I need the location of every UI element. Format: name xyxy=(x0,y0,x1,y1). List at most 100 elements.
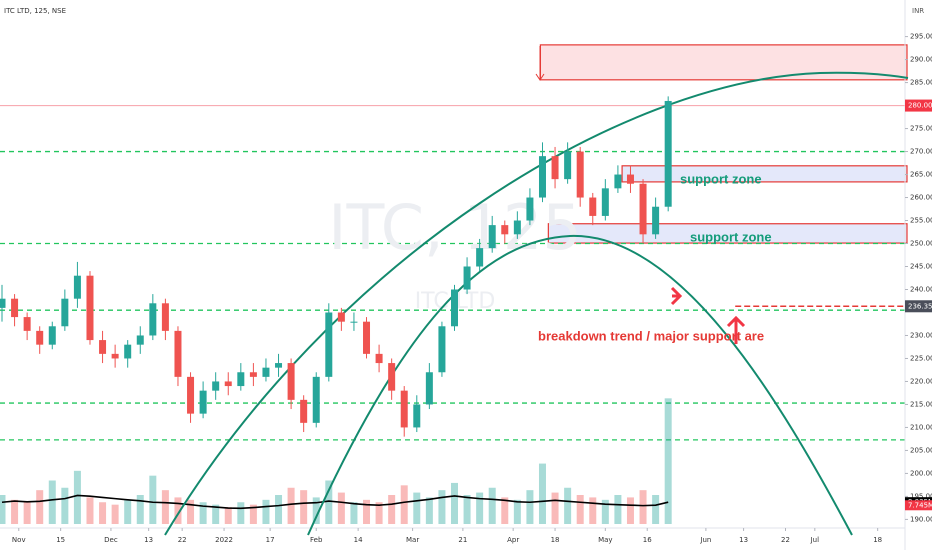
breakdown-label: breakdown trend / major support are xyxy=(538,328,764,343)
volume-bar xyxy=(639,490,647,524)
volume-bar xyxy=(325,480,333,524)
volume-bar xyxy=(425,497,433,524)
candle-body xyxy=(476,248,484,267)
breakdown-tag xyxy=(905,300,932,313)
candle-body xyxy=(488,225,496,249)
candle-body xyxy=(350,321,358,323)
candle-body xyxy=(312,376,320,423)
volume-bar xyxy=(161,490,169,524)
x-tick-label: Dec xyxy=(104,536,118,544)
candle-body xyxy=(639,183,647,235)
x-tick-label: Nov xyxy=(12,536,26,544)
volume-bar xyxy=(626,497,634,524)
x-tick-label: 17 xyxy=(266,536,275,544)
candle-body xyxy=(224,381,232,387)
x-tick-label: 14 xyxy=(354,536,363,544)
y-tick-label: 195.00 xyxy=(910,492,932,500)
candle-body xyxy=(451,289,458,327)
y-tick-label: 265.00 xyxy=(910,171,932,179)
volume-bar xyxy=(275,495,283,524)
volume-bar xyxy=(187,499,195,524)
y-tick-label: 255.00 xyxy=(910,217,932,225)
candle-body xyxy=(61,298,69,327)
y-tick-label: 290.00 xyxy=(910,56,932,64)
trend-arc xyxy=(164,71,909,536)
candle-body xyxy=(136,335,144,345)
volume-bar xyxy=(601,499,609,524)
volume-bar xyxy=(0,495,6,524)
candle-body xyxy=(601,188,609,216)
y-tick-label: 245.00 xyxy=(910,263,932,271)
volume-bar xyxy=(73,470,81,524)
volume-bar xyxy=(23,502,31,524)
volume-bar xyxy=(438,490,446,524)
arrow-head xyxy=(535,73,545,81)
candle-body xyxy=(363,321,371,354)
x-tick-label: 22 xyxy=(178,536,187,544)
support-label: support zone xyxy=(680,171,762,186)
volume-bar xyxy=(614,495,622,524)
volume-bar xyxy=(300,490,308,524)
volume-ma xyxy=(1,494,669,510)
volume-bar xyxy=(589,497,597,524)
candle-body xyxy=(48,326,56,345)
y-tick-label: 220.00 xyxy=(910,377,932,385)
volume-bar xyxy=(652,495,660,524)
candle-body xyxy=(199,390,207,414)
candle-body xyxy=(11,298,19,318)
candle-body xyxy=(287,363,295,400)
zone xyxy=(547,223,908,244)
y-tick-label: 215.00 xyxy=(910,400,932,408)
candle-body xyxy=(161,303,169,331)
x-tick-label: Mar xyxy=(406,536,419,544)
candle-body xyxy=(73,275,81,299)
candle-body xyxy=(425,372,433,405)
volume-bar xyxy=(237,502,245,524)
last-price-label: 280.00 xyxy=(908,102,932,110)
x-tick-label: 13 xyxy=(144,536,153,544)
candle-body xyxy=(589,197,597,216)
candle-body xyxy=(23,317,31,331)
candle-body xyxy=(626,174,634,184)
watermark: ITC, 125 xyxy=(328,191,582,264)
candle-body xyxy=(300,399,308,423)
volume-bar xyxy=(124,499,132,524)
volume-bar xyxy=(86,497,94,524)
volume-bar xyxy=(400,485,408,524)
candle-body xyxy=(275,363,283,368)
y-tick-label: 200.00 xyxy=(910,469,932,477)
breakdown-tag-label: 236.35 xyxy=(908,302,932,310)
volume-bar xyxy=(149,475,157,524)
volume-bar xyxy=(11,499,19,524)
volume-bar xyxy=(463,495,471,524)
candle-body xyxy=(538,156,546,198)
currency: INR xyxy=(912,7,924,15)
volume-bar xyxy=(48,480,56,524)
candle-body xyxy=(237,372,245,387)
x-tick-label: 13 xyxy=(739,536,748,544)
candle-body xyxy=(325,312,333,377)
candle-body xyxy=(652,206,660,235)
y-tick-label: 270.00 xyxy=(910,148,932,156)
volume-bar xyxy=(337,492,345,524)
volume-bar xyxy=(287,487,295,524)
volume-bar xyxy=(388,495,396,524)
zone xyxy=(539,44,908,81)
candle-body xyxy=(513,220,521,235)
volume-bar xyxy=(664,398,672,524)
volume-bar xyxy=(375,502,383,524)
volume-bar xyxy=(513,499,521,524)
volume-bar xyxy=(538,463,546,524)
volume-bar xyxy=(564,487,572,524)
candle-body xyxy=(124,344,132,359)
y-tick-label: 210.00 xyxy=(910,423,932,431)
volume-bar xyxy=(413,492,421,524)
candle-body xyxy=(501,225,509,235)
candle-body xyxy=(375,353,383,364)
candle-body xyxy=(564,151,572,180)
candle-body xyxy=(614,174,622,189)
volume-tag-label: 7.745M xyxy=(908,501,932,509)
candle-body xyxy=(664,100,672,207)
y-tick-label: 230.00 xyxy=(910,331,932,339)
zone xyxy=(621,165,908,183)
